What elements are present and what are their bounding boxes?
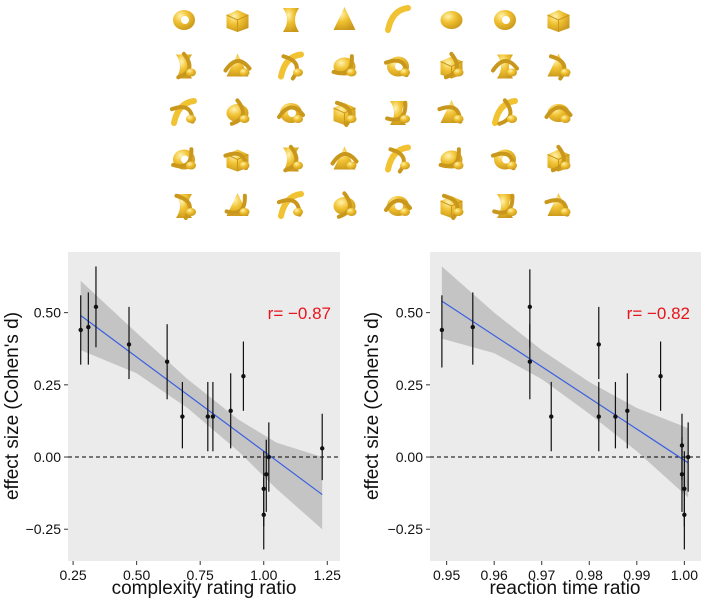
yellow-3d-shape-icon — [437, 100, 464, 124]
yellow-3d-shape-icon — [384, 196, 412, 216]
data-point — [685, 454, 691, 460]
data-point — [261, 486, 266, 492]
data-point — [228, 408, 233, 414]
data-point — [126, 342, 132, 347]
data-point — [86, 324, 91, 330]
y-tick-label: 0.50 — [34, 305, 61, 321]
yellow-3d-shape-icon — [224, 193, 250, 216]
yellow-3d-shape-icon — [440, 193, 464, 221]
x-tick-label: 0.75 — [187, 567, 214, 583]
data-point — [241, 373, 246, 379]
y-tick-label: −0.25 — [388, 521, 424, 537]
data-point — [180, 414, 185, 419]
data-point — [658, 373, 663, 379]
yellow-3d-shape-icon — [333, 191, 357, 219]
yellow-3d-shape-icon — [169, 98, 197, 126]
yellow-3d-shape-icon — [173, 10, 195, 30]
data-point — [93, 304, 99, 310]
x-axis-title: complexity rating ratio — [112, 578, 297, 599]
x-tick-label: 0.98 — [576, 567, 603, 583]
x-tick-label: 1.00 — [671, 567, 698, 583]
yellow-3d-shape-icon — [176, 51, 196, 80]
data-point — [264, 472, 269, 477]
yellow-3d-shape-icon — [547, 53, 571, 81]
yellow-3d-shape-icon — [383, 56, 410, 78]
yellow-3d-shape-icon — [385, 144, 411, 174]
correlation-annotation: r= −0.87 — [268, 304, 331, 323]
x-axis-title: reaction time ratio — [489, 578, 640, 599]
x-tick-label: 0.99 — [623, 567, 650, 583]
correlation-annotation: r= −0.82 — [627, 304, 690, 323]
yellow-3d-shape-icon — [440, 51, 464, 80]
yellow-3d-shape-icon — [283, 8, 299, 32]
regression-line — [80, 315, 323, 496]
yellow-3d-shape-icon — [385, 5, 411, 33]
x-tick-label: 1.25 — [314, 567, 341, 583]
y-axis-title: effect size (Cohen's d) — [2, 312, 23, 500]
yellow-3d-shape-icon — [226, 98, 250, 126]
stimulus-shape-grid — [169, 5, 573, 221]
y-tick-label: −0.25 — [26, 521, 62, 537]
yellow-3d-shape-icon — [385, 100, 410, 125]
yellow-3d-shape-icon — [547, 144, 571, 173]
yellow-3d-shape-icon — [492, 193, 517, 218]
yellow-3d-shape-icon — [494, 10, 516, 30]
yellow-3d-shape-icon — [330, 146, 359, 170]
data-point — [527, 359, 533, 364]
x-tick-label: 0.50 — [123, 567, 150, 583]
data-point — [596, 414, 601, 419]
yellow-3d-shape-icon — [490, 149, 517, 171]
data-point — [266, 454, 272, 460]
data-point — [549, 414, 554, 419]
yellow-3d-shape-icon — [277, 103, 305, 123]
yellow-3d-shape-icon — [331, 54, 357, 77]
data-point — [470, 324, 475, 330]
yellow-3d-shape-icon — [283, 144, 303, 173]
yellow-3d-shape-icon — [440, 11, 463, 29]
yellow-3d-shape-icon — [226, 10, 249, 32]
data-point — [205, 414, 211, 419]
data-point — [679, 472, 685, 477]
complexity-effect-chart: 0.25 0.50 0.75 1.00 1.25 −0.25 0.00 0.25 0.50 r=… — [0, 240, 360, 604]
yellow-3d-shape-icon — [547, 10, 570, 32]
yellow-3d-shape-icon — [278, 51, 304, 81]
y-tick-label: 0.00 — [396, 449, 423, 465]
x-tick-label: 0.95 — [433, 567, 460, 583]
data-point — [439, 327, 445, 333]
regression-line — [441, 300, 689, 464]
yellow-3d-shape-icon — [438, 147, 464, 170]
y-tick-label: 0.00 — [34, 449, 61, 465]
data-point — [320, 446, 325, 451]
yellow-3d-shape-icon — [174, 193, 196, 221]
y-axis-title: effect size (Cohen's d) — [362, 312, 383, 500]
data-point — [596, 342, 601, 347]
x-tick-label: 0.25 — [59, 567, 86, 583]
yellow-3d-shape-icon — [276, 191, 304, 219]
y-tick-label: 0.50 — [396, 305, 423, 321]
x-tick-label: 1.00 — [250, 567, 277, 583]
yellow-3d-shape-icon — [223, 53, 252, 77]
data-point — [625, 408, 630, 414]
yellow-3d-shape-icon — [223, 149, 250, 172]
data-point — [527, 304, 533, 310]
y-tick-label: 0.25 — [396, 377, 423, 393]
x-tick-label: 0.96 — [481, 567, 508, 583]
yellow-3d-shape-icon — [333, 7, 356, 30]
yellow-3d-shape-icon — [171, 147, 196, 170]
data-point — [164, 359, 170, 364]
yellow-3d-shape-icon — [492, 98, 518, 126]
yellow-3d-shape-icon — [333, 100, 357, 128]
yellow-3d-shape-icon — [491, 54, 519, 79]
data-point — [613, 414, 618, 419]
data-point — [78, 327, 83, 333]
x-tick-label: 0.97 — [528, 567, 555, 583]
data-point — [682, 512, 687, 517]
yellow-3d-shape-icon — [544, 193, 571, 217]
yellow-3d-shape-icon — [544, 104, 573, 123]
reaction-time-effect-chart: 0.95 0.96 0.97 0.98 0.99 1.00 −0.25 0.00 0.25 0.5… — [360, 240, 719, 604]
data-point — [210, 414, 216, 419]
y-tick-label: 0.25 — [34, 377, 61, 393]
